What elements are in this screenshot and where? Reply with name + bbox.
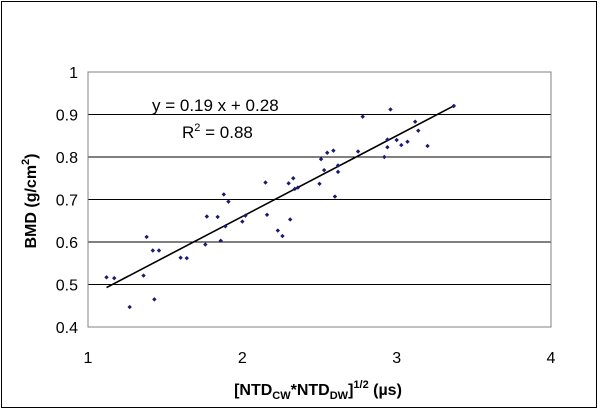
data-point [152, 297, 157, 302]
data-point [226, 199, 231, 204]
data-point [412, 119, 418, 124]
data-point [399, 142, 404, 148]
data-point [291, 176, 296, 181]
data-point [264, 212, 270, 217]
data-point [385, 137, 390, 142]
equation-label: y = 0.19 x + 0.28 [152, 96, 279, 115]
data-point [243, 213, 248, 218]
y-tick-label: 1 [69, 65, 78, 82]
data-point [203, 242, 208, 247]
y-tick-label: 0.8 [56, 150, 78, 167]
data-point [416, 128, 421, 133]
data-point [451, 103, 456, 109]
data-point [382, 154, 387, 160]
x-tick-label: 3 [392, 350, 401, 367]
data-point [331, 148, 336, 153]
data-point [221, 192, 227, 197]
data-point [215, 214, 220, 220]
trendline [106, 104, 456, 289]
data-point [385, 145, 390, 150]
data-point [295, 185, 301, 190]
data-point [150, 248, 156, 253]
data-point [325, 150, 330, 155]
y-tick-label: 0.4 [56, 320, 78, 337]
data-point [223, 224, 228, 229]
y-tick-label: 0.6 [56, 235, 78, 252]
data-point [335, 169, 341, 175]
data-point [388, 107, 393, 112]
y-tick-label: 0.7 [56, 193, 78, 210]
data-point [156, 248, 162, 253]
grid-lines [88, 114, 551, 285]
data-point [104, 275, 109, 280]
data-point [335, 163, 341, 168]
y-tick-labels: 0.4 0.5 0.6 0.7 0.8 0.9 1 [56, 65, 78, 337]
x-tick-label: 1 [84, 350, 93, 367]
y-axis-title: BMD (g/cm2) [20, 153, 40, 248]
data-point [141, 273, 146, 278]
data-point [355, 149, 361, 154]
r-squared-label: R2 = 0.88 [182, 122, 253, 142]
data-point [286, 181, 291, 186]
data-point [178, 255, 183, 260]
data-point [321, 167, 327, 173]
data-point [204, 214, 210, 219]
data-point [425, 143, 430, 149]
data-point [318, 156, 324, 162]
data-point [240, 219, 245, 224]
data-point [112, 275, 117, 281]
data-point [405, 139, 410, 144]
data-point [280, 233, 285, 239]
x-tick-label: 2 [238, 350, 247, 367]
data-point [184, 255, 189, 261]
x-tick-label: 4 [547, 350, 556, 367]
data-point [317, 181, 322, 186]
y-tick-label: 0.9 [56, 108, 78, 125]
data-point [127, 304, 132, 310]
data-points [104, 103, 456, 310]
data-point [275, 228, 281, 233]
x-tick-labels: 1 2 3 4 [84, 350, 556, 367]
data-point [263, 180, 268, 185]
data-point [218, 238, 223, 243]
plot-area [87, 71, 552, 328]
data-point [144, 234, 149, 240]
data-point [287, 217, 293, 222]
data-point [332, 194, 338, 199]
y-tick-label: 0.5 [56, 278, 78, 295]
x-axis-title: [NTDCW*NTDDW]1/2 (µs) [234, 379, 402, 402]
data-point [394, 137, 399, 143]
data-point [360, 114, 365, 119]
